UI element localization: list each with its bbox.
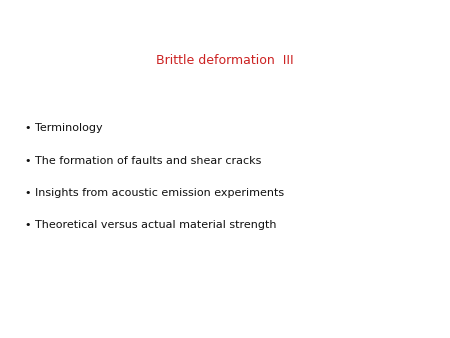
Text: Brittle deformation  III: Brittle deformation III (156, 54, 294, 67)
Text: • Theoretical versus actual material strength: • Theoretical versus actual material str… (25, 220, 276, 230)
Text: • Terminology: • Terminology (25, 123, 103, 134)
Text: • The formation of faults and shear cracks: • The formation of faults and shear crac… (25, 155, 261, 166)
Text: • Insights from acoustic emission experiments: • Insights from acoustic emission experi… (25, 188, 284, 198)
